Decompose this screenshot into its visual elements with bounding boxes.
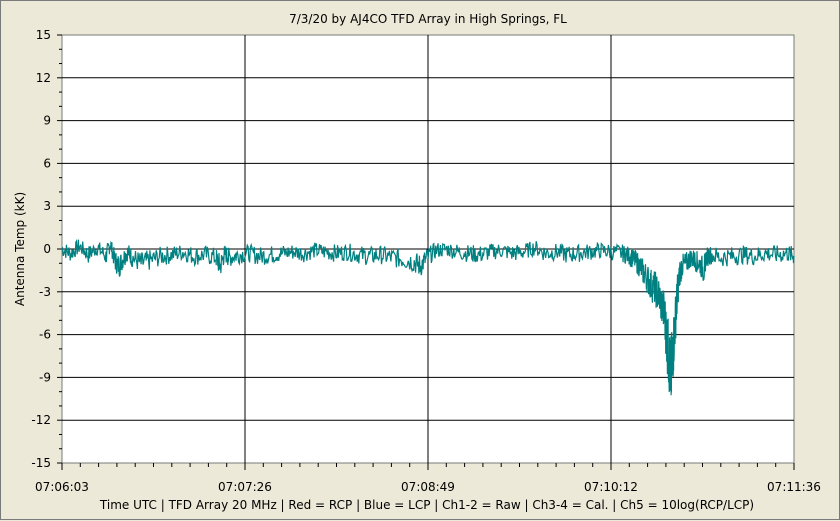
x-tick-label: 07:08:49: [401, 480, 455, 494]
y-tick-label: 3: [43, 199, 51, 213]
x-tick-label: 07:10:12: [584, 480, 638, 494]
x-axis-title: Time UTC | TFD Array 20 MHz | Red = RCP …: [99, 498, 754, 512]
chart-title: 7/3/20 by AJ4CO TFD Array in High Spring…: [289, 12, 567, 26]
y-tick-label: 12: [36, 71, 51, 85]
y-tick-label: -12: [31, 413, 51, 427]
x-axis-ticks: 07:06:03 07:07:26 07:08:49 07:10:12 07:11:36: [35, 463, 821, 494]
series-line: [61, 239, 795, 396]
y-tick-label: -9: [39, 370, 51, 384]
y-tick-label: 6: [43, 156, 51, 170]
y-tick-label: -15: [31, 456, 51, 470]
y-axis-ticks: 15 12 9 6 3 0 -3 -6 -9 -12 -15: [31, 28, 62, 470]
y-axis-title: Antenna Temp (kK): [13, 192, 27, 306]
y-tick-label: 9: [43, 114, 51, 128]
y-tick-label: -3: [39, 285, 51, 299]
y-tick-label: 15: [36, 28, 51, 42]
y-tick-label: 0: [43, 242, 51, 256]
x-tick-label: 07:11:36: [767, 480, 821, 494]
y-tick-label: -6: [39, 328, 51, 342]
x-tick-label: 07:07:26: [218, 480, 272, 494]
x-tick-label: 07:06:03: [35, 480, 89, 494]
